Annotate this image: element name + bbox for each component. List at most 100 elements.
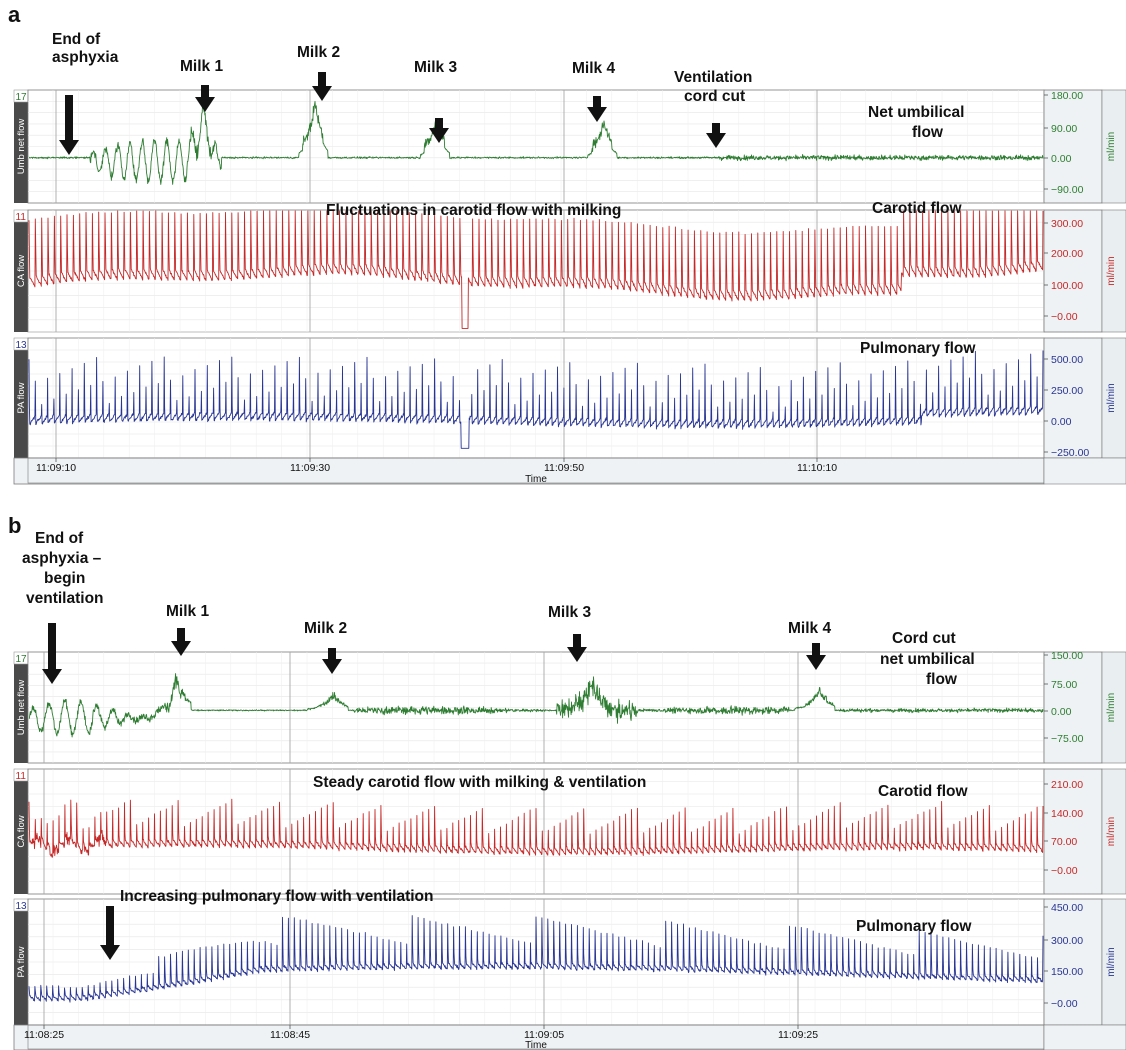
trace-umb-net-flow [28, 100, 1044, 185]
b-milk3-label: Milk 3 [548, 604, 591, 621]
b-pa-annotation: Increasing pulmonary flow with ventilati… [120, 888, 433, 905]
time-tick-label: 11:09:05 [524, 1029, 564, 1041]
unit-strip [1101, 209, 1126, 333]
a-end-arrow-head [59, 140, 79, 155]
b-milk1-label: Milk 1 [166, 603, 209, 620]
row-side-bar [14, 769, 28, 894]
trace-pa-flow [28, 350, 1044, 449]
b-end-label-2: asphyxia – [22, 550, 102, 567]
panel-b-row-1: 17 Umb net flow 150.00 75.00 0.00 −75.00 ml/mi… [13, 650, 1126, 764]
b-umb-title-2: net umbilical [880, 651, 975, 668]
row-ylabel: CA flow [16, 815, 27, 847]
b-milk2-arrow [322, 648, 342, 674]
row-side-bar [14, 90, 28, 203]
axis-tick-label: 100.00 [1051, 280, 1083, 292]
a-milk1-arrow-shaft [201, 85, 209, 97]
channel-number: 17 [16, 654, 28, 665]
axis-tick-label: 300.00 [1051, 218, 1083, 230]
axis-tick-label: −0.00 [1051, 998, 1078, 1010]
axis-unit-label: ml/min [1106, 693, 1117, 722]
b-milk3-arrow-head [567, 647, 587, 662]
axis-unit-label: ml/min [1106, 947, 1117, 976]
a-ca-title: Carotid flow [872, 200, 962, 217]
unit-strip [1101, 768, 1126, 895]
b-pa-arrow-head [100, 945, 120, 960]
b-end-arrow-head [42, 669, 62, 684]
right-axis [1043, 768, 1103, 895]
row-side-bar [14, 899, 28, 1025]
axis-tick-label: 200.00 [1051, 248, 1083, 260]
channel-number: 11 [16, 212, 27, 223]
a-end-label-2: asphyxia [52, 49, 119, 66]
trace-ca-flow [28, 210, 1044, 329]
a-vent-label-1: Ventilation [674, 69, 752, 86]
axis-tick-label: 90.00 [1051, 123, 1077, 135]
time-tick-label: 11:09:10 [36, 462, 76, 474]
a-end-arrow [59, 95, 79, 155]
right-axis [1043, 337, 1103, 459]
right-axis [1043, 898, 1103, 1026]
axis-tick-label: 500.00 [1051, 354, 1083, 366]
b-milk3-arrow [567, 634, 587, 662]
arrows-layer [42, 72, 826, 960]
b-milk2-arrow-shaft [328, 648, 336, 659]
time-tick-label: 11:09:25 [778, 1029, 818, 1041]
row-ylabel: Umb net flow [16, 119, 27, 175]
a-ca-annotation: Fluctuations in carotid flow with milkin… [326, 202, 621, 219]
a-milk4-arrow-head [587, 107, 607, 122]
a-milk4-arrow-shaft [593, 96, 601, 107]
panel-a-row-1: 17 Umb net flow 180.00 90.00 0.00 −90.00 ml/mi… [13, 89, 1126, 204]
b-milk3-arrow-shaft [573, 634, 581, 647]
traces-layer: 17 Umb net flow 180.00 90.00 0.00 −90.00 ml/mi… [13, 89, 1126, 1050]
time-bar-right [1043, 1024, 1126, 1050]
b-milk1-arrow-head [171, 641, 191, 656]
b-ca-annotation: Steady carotid flow with milking & venti… [313, 774, 646, 791]
b-milk1-arrow [171, 628, 191, 656]
axis-tick-label: 210.00 [1051, 779, 1083, 791]
a-pa-title: Pulmonary flow [860, 340, 976, 357]
a-end-arrow-shaft [65, 95, 73, 140]
axis-tick-label: −75.00 [1051, 733, 1084, 745]
b-end-arrow [42, 623, 62, 684]
axis-tick-label: 0.00 [1051, 416, 1072, 428]
axis-unit-label: ml/min [1106, 383, 1117, 412]
b-milk4-arrow [806, 643, 826, 670]
time-tick-label: 11:09:30 [290, 462, 330, 474]
axis-unit-label: ml/min [1106, 817, 1117, 846]
a-milk2-label: Milk 2 [297, 44, 340, 61]
axis-tick-label: −250.00 [1051, 447, 1089, 459]
b-end-arrow-shaft [48, 623, 56, 669]
axis-tick-label: 300.00 [1051, 935, 1083, 947]
axis-tick-label: 150.00 [1051, 966, 1083, 978]
panel-b-annotations: End of asphyxia – begin ventilation Milk… [22, 530, 975, 935]
right-axis [1043, 209, 1103, 333]
trace-umb-net-flow [28, 673, 1044, 738]
right-axis [1043, 89, 1103, 204]
a-milk1-arrow-head [195, 97, 215, 112]
time-axis-label: Time [525, 1040, 547, 1050]
b-milk1-arrow-shaft [177, 628, 185, 641]
panel-a-time-axis: 11:09:10 11:09:30 11:09:50 11:10:10 Time [13, 457, 1126, 485]
a-milk4-label: Milk 4 [572, 60, 615, 77]
b-end-label-4: ventilation [26, 590, 104, 607]
unit-strip [1101, 898, 1126, 1026]
a-milk2-arrow-shaft [318, 72, 326, 86]
a-umb-title-2: flow [912, 124, 944, 141]
row-side-bar [14, 338, 28, 458]
panel-b-time-axis: 11:08:25 11:08:45 11:09:05 11:09:25 Time [13, 1024, 1126, 1050]
b-pa-arrow [100, 906, 120, 960]
a-milk1-label: Milk 1 [180, 58, 223, 75]
a-vent-arrow [706, 123, 726, 148]
panel-b: 17 Umb net flow 150.00 75.00 0.00 −75.00 ml/mi… [13, 650, 1126, 1050]
axis-unit-label: ml/min [1106, 256, 1117, 285]
b-pa-arrow-shaft [106, 906, 114, 945]
row-ylabel: PA flow [16, 946, 27, 977]
panel-a-letter: a [8, 2, 21, 27]
panel-b-letter: b [8, 513, 21, 538]
row-ylabel: Umb net flow [16, 680, 27, 736]
row-side-bar [14, 210, 28, 332]
